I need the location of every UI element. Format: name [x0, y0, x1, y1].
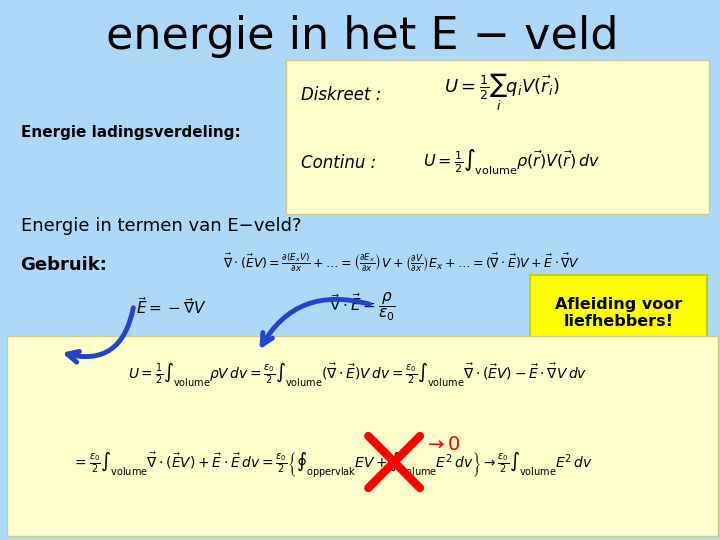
Text: $\vec{E} = -\vec{\nabla}V$: $\vec{E} = -\vec{\nabla}V$: [136, 296, 207, 318]
FancyBboxPatch shape: [530, 275, 707, 349]
Text: Energie ladingsverdeling:: Energie ladingsverdeling:: [21, 125, 240, 140]
Text: Diskreet :: Diskreet :: [301, 86, 387, 104]
Text: Gebruik:: Gebruik:: [21, 256, 107, 274]
Text: energie in het E − veld: energie in het E − veld: [106, 15, 618, 57]
FancyBboxPatch shape: [6, 336, 718, 536]
Text: $U = \frac{1}{2}\sum_i q_i V(\vec{r}_i)$: $U = \frac{1}{2}\sum_i q_i V(\vec{r}_i)$: [444, 71, 559, 113]
Text: $\vec{\nabla}\cdot\vec{E} = \dfrac{\rho}{\varepsilon_0}$: $\vec{\nabla}\cdot\vec{E} = \dfrac{\rho}…: [329, 291, 396, 323]
Text: $= \frac{\varepsilon_0}{2}\int_{\rm volume} \vec{\nabla}\cdot(\vec{E}V) + \vec{E: $= \frac{\varepsilon_0}{2}\int_{\rm volu…: [72, 450, 593, 480]
Text: $U = \frac{1}{2}\int_{\rm volume} \rho V\,dv = \frac{\varepsilon_0}{2}\int_{\rm : $U = \frac{1}{2}\int_{\rm volume} \rho V…: [127, 361, 587, 389]
Text: $U = \frac{1}{2}\int_{\rm volume} \rho(\vec{r})V(\vec{r})\,dv$: $U = \frac{1}{2}\int_{\rm volume} \rho(\…: [423, 147, 600, 177]
Text: $\vec{\nabla}\cdot(\vec{E}V) = \frac{\partial(E_x V)}{\partial x}+\ldots= \left(: $\vec{\nabla}\cdot(\vec{E}V) = \frac{\pa…: [223, 252, 581, 274]
Text: Energie in termen van E−veld?: Energie in termen van E−veld?: [21, 217, 301, 235]
Text: Continu :: Continu :: [301, 154, 382, 172]
FancyBboxPatch shape: [286, 60, 709, 214]
Text: Afleiding voor
liefhebbers!: Afleiding voor liefhebbers!: [555, 297, 683, 329]
Text: $\rightarrow 0$: $\rightarrow 0$: [424, 435, 461, 454]
